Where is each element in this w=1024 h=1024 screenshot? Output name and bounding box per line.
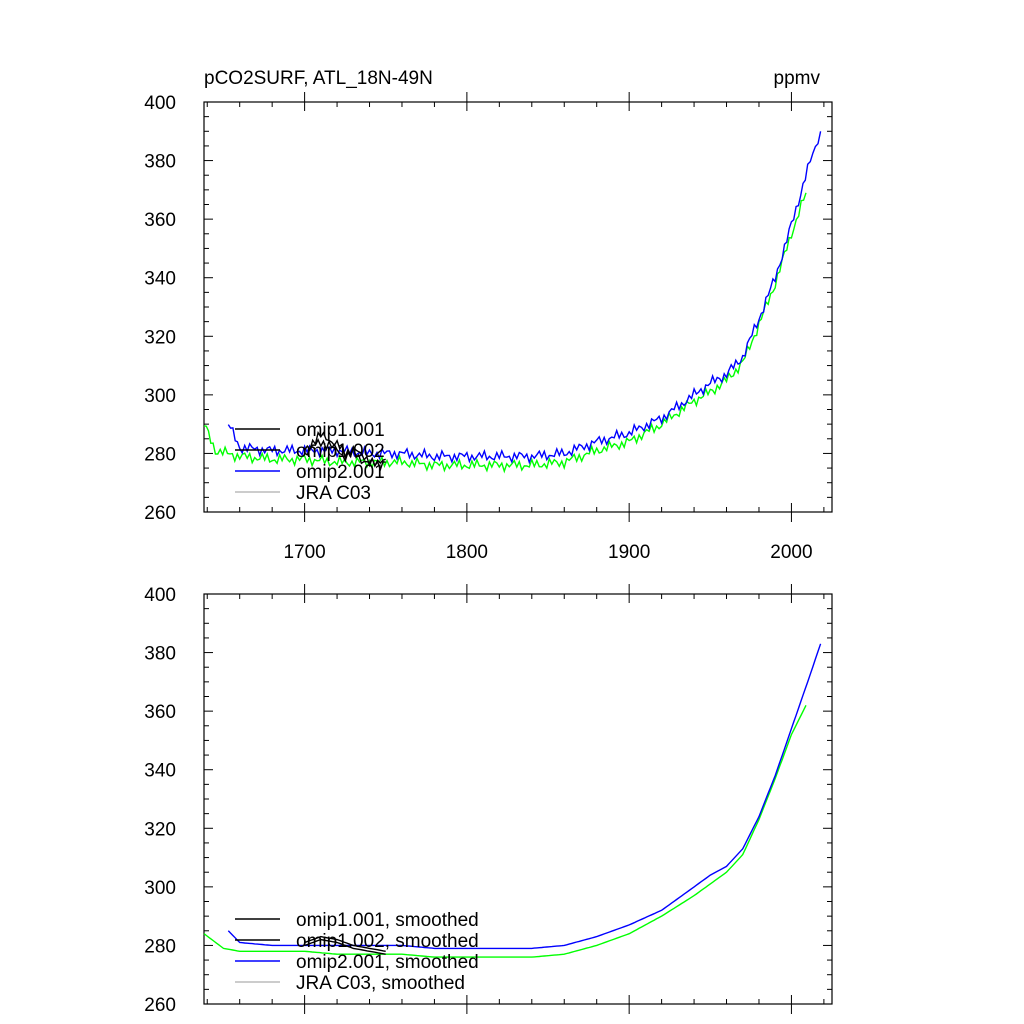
y-tick-label: 260 bbox=[144, 503, 176, 524]
x-tick-label: 1800 bbox=[446, 542, 488, 563]
y-tick-label: 280 bbox=[144, 444, 176, 465]
y-tick-label: 400 bbox=[144, 585, 176, 606]
y-tick-label: 300 bbox=[144, 386, 176, 407]
series-line-jra-c03-smoothed bbox=[203, 704, 807, 958]
bottom-panel: 260 280 300 320 340 360 380 400 omip1.001, smoot… bbox=[144, 584, 833, 1016]
y-tick-label: 380 bbox=[144, 644, 176, 665]
y-tick-label: 320 bbox=[144, 819, 176, 840]
x-tick-label: 1700 bbox=[283, 542, 325, 563]
legend-label: omip2.001 bbox=[296, 462, 385, 483]
series-line-omip2-001 bbox=[227, 131, 822, 465]
series-line-omip1-001-smoothed bbox=[304, 935, 386, 952]
legend-label: JRA C03 bbox=[296, 483, 371, 504]
y-tick-label: 380 bbox=[144, 152, 176, 173]
top-panel: 260 280 300 320 340 360 380 400 1700 1800 1900 2000… bbox=[144, 92, 833, 563]
legend-label: omip1.001 bbox=[296, 420, 385, 441]
chart-title: pCO2SURF, ATL_18N-49N bbox=[204, 68, 433, 89]
y-tick-label: 360 bbox=[144, 210, 176, 231]
y-tick-label: 400 bbox=[144, 93, 176, 114]
chart-units: ppmv bbox=[774, 68, 821, 89]
y-tick-label: 340 bbox=[144, 269, 176, 290]
series-line-jra-c03 bbox=[203, 192, 807, 474]
series-line-omip1-002-smoothed bbox=[304, 938, 386, 955]
series-line-omip1-002 bbox=[304, 438, 386, 473]
y-tick-label: 260 bbox=[144, 995, 176, 1016]
y-tick-label: 360 bbox=[144, 702, 176, 723]
x-tick-label: 1900 bbox=[608, 542, 650, 563]
legend-label: omip1.002 bbox=[296, 441, 385, 462]
y-tick-label: 300 bbox=[144, 878, 176, 899]
y-tick-label: 340 bbox=[144, 761, 176, 782]
legend-label: omip1.001, smoothed bbox=[296, 910, 479, 931]
y-tick-label: 320 bbox=[144, 327, 176, 348]
series-line-omip2-001-smoothed bbox=[227, 643, 822, 950]
legend-label: JRA C03, smoothed bbox=[296, 973, 465, 994]
y-tick-label: 280 bbox=[144, 936, 176, 957]
legend-label: omip1.002, smoothed bbox=[296, 931, 479, 952]
legend-label: omip2.001, smoothed bbox=[296, 952, 479, 973]
x-tick-label: 2000 bbox=[770, 542, 812, 563]
